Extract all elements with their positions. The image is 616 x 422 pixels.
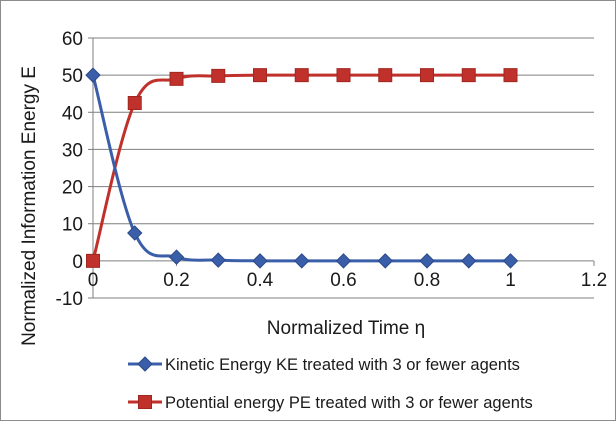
data-point xyxy=(168,249,185,265)
y-tick-label: 50 xyxy=(62,66,83,87)
y-axis-label: Normalized Information Energy E xyxy=(19,66,40,346)
x-tick-label: 1.2 xyxy=(581,270,607,291)
legend-label: Kinetic Energy KE treated with 3 or fewe… xyxy=(165,356,520,374)
data-point xyxy=(419,253,435,269)
y-tick-label: 0 xyxy=(72,252,83,273)
series-potential-energy xyxy=(86,68,518,268)
data-point xyxy=(211,68,226,83)
x-tick-label: 0 xyxy=(88,270,99,291)
data-point xyxy=(378,68,393,83)
data-point xyxy=(377,253,393,269)
data-point xyxy=(252,253,268,269)
series-kinetic-energy xyxy=(85,67,519,269)
y-tick-label: 60 xyxy=(62,29,83,50)
data-point xyxy=(127,96,142,110)
legend-swatch-marker xyxy=(138,395,152,409)
x-tick-label: 0.8 xyxy=(414,270,440,291)
y-tick-label: 20 xyxy=(62,178,83,199)
data-point xyxy=(85,67,101,83)
x-tick-label: 1 xyxy=(505,270,516,291)
data-point xyxy=(294,68,309,83)
data-point xyxy=(336,68,351,83)
data-point xyxy=(210,252,226,268)
series-layer xyxy=(85,67,519,269)
y-tick-label: -10 xyxy=(56,289,83,310)
y-tick-label: 30 xyxy=(62,140,83,161)
data-point xyxy=(253,68,267,83)
x-axis-label: Normalized Time η xyxy=(267,318,425,339)
x-tick-label: 0.4 xyxy=(247,270,274,291)
legend-label: Potential energy PE treated with 3 or fe… xyxy=(165,394,533,412)
data-point xyxy=(169,71,184,86)
legend-swatch-marker xyxy=(137,356,153,372)
series-line xyxy=(91,74,511,263)
data-point xyxy=(503,68,518,83)
legend-item: Potential energy PE treated with 3 or fe… xyxy=(128,394,533,412)
x-tick-label: 0.6 xyxy=(330,270,356,291)
data-point xyxy=(335,253,352,269)
y-tick-label: 10 xyxy=(62,215,83,236)
legend-item: Kinetic Energy KE treated with 3 or fewe… xyxy=(128,356,520,374)
legend: Kinetic Energy KE treated with 3 or fewe… xyxy=(128,356,533,412)
data-point xyxy=(420,68,434,83)
series-line xyxy=(91,73,511,262)
x-tick-label: 0.2 xyxy=(163,270,189,291)
data-point xyxy=(502,253,519,269)
data-point xyxy=(461,253,477,269)
data-point xyxy=(127,225,143,241)
data-point xyxy=(461,68,476,83)
data-point xyxy=(86,253,100,268)
y-tick-label: 40 xyxy=(62,103,83,124)
data-point xyxy=(294,253,310,269)
